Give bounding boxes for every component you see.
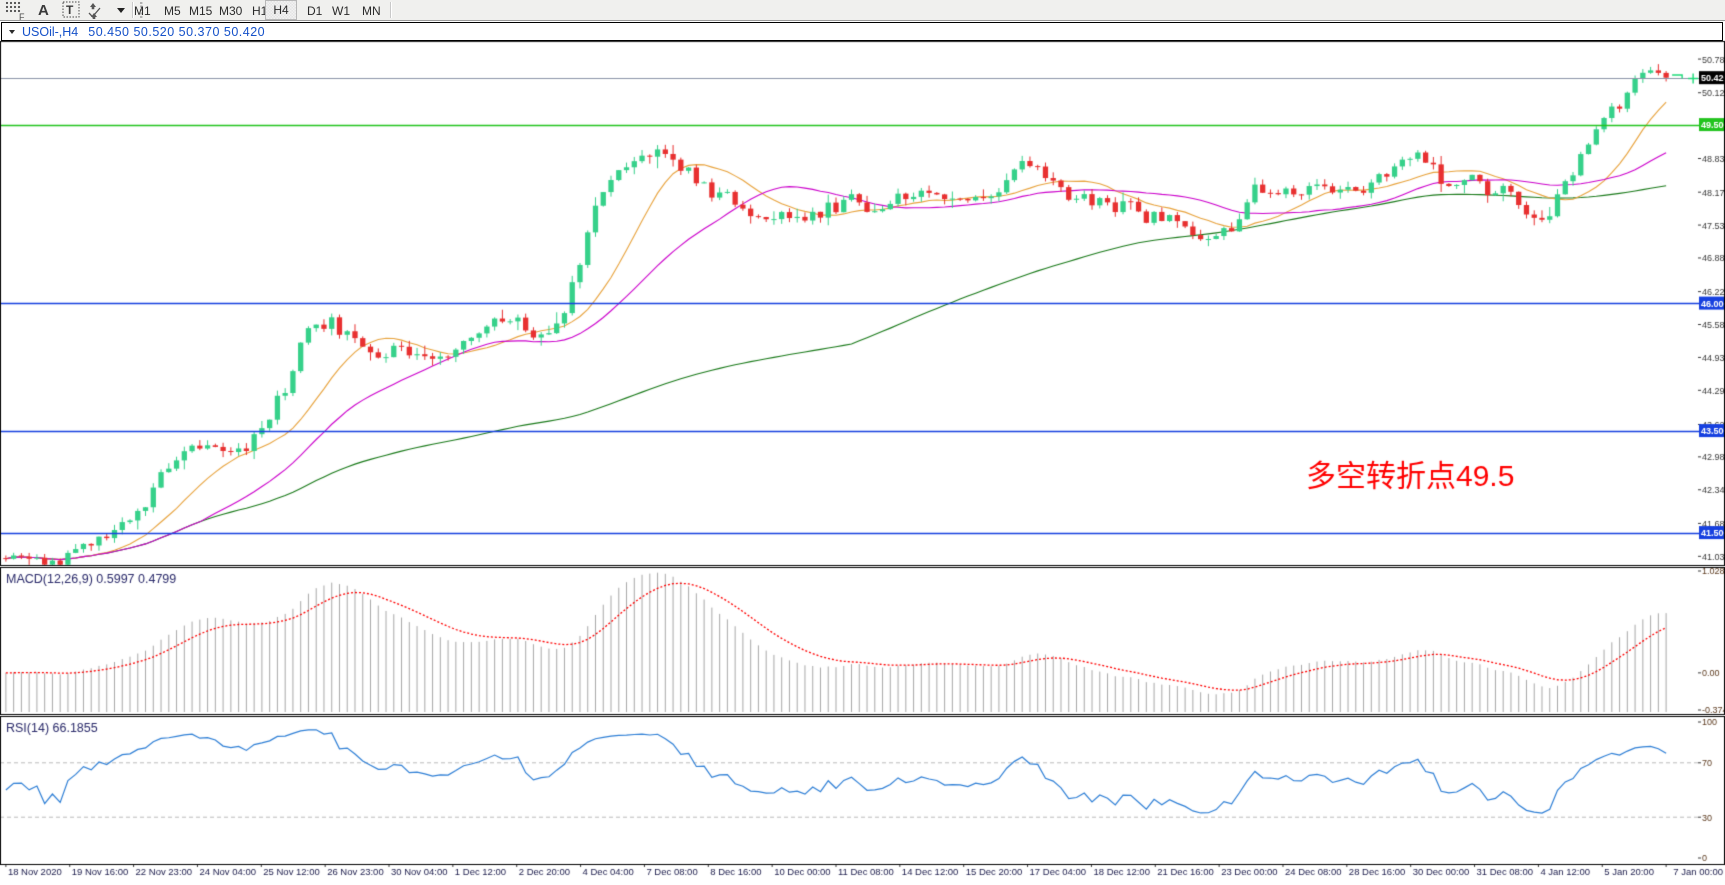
svg-text:T: T: [66, 3, 74, 17]
svg-text:F: F: [19, 12, 25, 21]
